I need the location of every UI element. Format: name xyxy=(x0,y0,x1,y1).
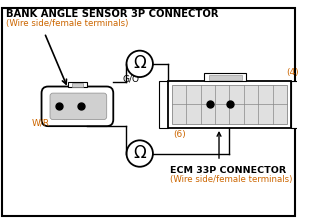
Text: (4): (4) xyxy=(286,68,299,77)
Bar xyxy=(291,81,300,128)
Text: (Wire side/female terminals): (Wire side/female terminals) xyxy=(6,19,128,28)
Text: W/R: W/R xyxy=(32,119,50,128)
Circle shape xyxy=(127,51,153,77)
Text: G/O: G/O xyxy=(123,74,140,83)
Circle shape xyxy=(127,140,153,167)
Bar xyxy=(168,81,291,128)
Text: BANK ANGLE SENSOR 3P CONNECTOR: BANK ANGLE SENSOR 3P CONNECTOR xyxy=(6,9,218,19)
Bar xyxy=(68,82,87,86)
Bar xyxy=(204,73,246,81)
FancyBboxPatch shape xyxy=(42,86,113,126)
Text: (6): (6) xyxy=(173,130,186,139)
Text: ECM 33P CONNECTOR: ECM 33P CONNECTOR xyxy=(170,166,286,175)
Text: Ω: Ω xyxy=(133,144,146,162)
Bar xyxy=(172,85,287,124)
Bar xyxy=(158,81,168,128)
Bar xyxy=(72,83,83,86)
Text: (Wire side/female terminals): (Wire side/female terminals) xyxy=(170,175,292,184)
FancyBboxPatch shape xyxy=(50,93,107,120)
Text: Ω: Ω xyxy=(133,54,146,72)
Bar xyxy=(209,75,242,80)
